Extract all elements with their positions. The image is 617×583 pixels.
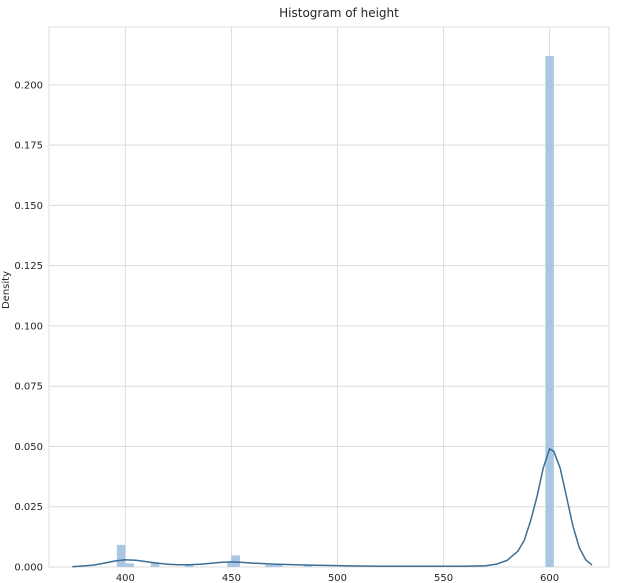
- histogram-bars: [116, 55, 554, 568]
- plot-frame: [48, 26, 610, 568]
- histogram-bar-9: [545, 55, 554, 568]
- y-tick-label-6: 0.150: [14, 201, 43, 212]
- x-tick-label-3: 550: [434, 573, 453, 583]
- y-tick-label-0: 0.000: [14, 563, 43, 574]
- histogram-bar-0: [116, 544, 126, 567]
- histogram-bar-6: [265, 564, 274, 567]
- y-tick-label-2: 0.050: [14, 442, 43, 453]
- y-tick-label-8: 0.200: [14, 80, 43, 91]
- histogram-bar-7: [273, 564, 283, 567]
- y-tick-label-4: 0.100: [14, 321, 43, 332]
- x-tick-label-1: 450: [222, 573, 241, 583]
- x-tick-label-4: 600: [540, 573, 559, 583]
- kde-curve: [72, 447, 593, 568]
- y-tick-labels: 0.000 0.025 0.050 0.075 0.100 0.125 0.150 0.175…: [14, 80, 43, 573]
- histogram-bar-5: [231, 555, 240, 567]
- histogram-bar-1: [125, 563, 134, 567]
- histogram-bar-3: [184, 564, 194, 567]
- histogram-bar-8: [303, 565, 313, 567]
- x-tick-label-2: 500: [328, 573, 347, 583]
- x-tick-labels: 400 450 500 550 600: [116, 573, 559, 583]
- y-axis-title: Density: [1, 271, 12, 309]
- y-tick-label-3: 0.075: [14, 382, 43, 393]
- y-tick-label-1: 0.025: [14, 502, 43, 513]
- grid-lines: [48, 26, 610, 568]
- y-tick-label-7: 0.175: [14, 141, 43, 152]
- chart-title: Histogram of height: [279, 6, 399, 20]
- y-tick-label-5: 0.125: [14, 261, 43, 272]
- histogram-bar-2: [150, 562, 160, 567]
- x-tick-label-0: 400: [116, 573, 135, 583]
